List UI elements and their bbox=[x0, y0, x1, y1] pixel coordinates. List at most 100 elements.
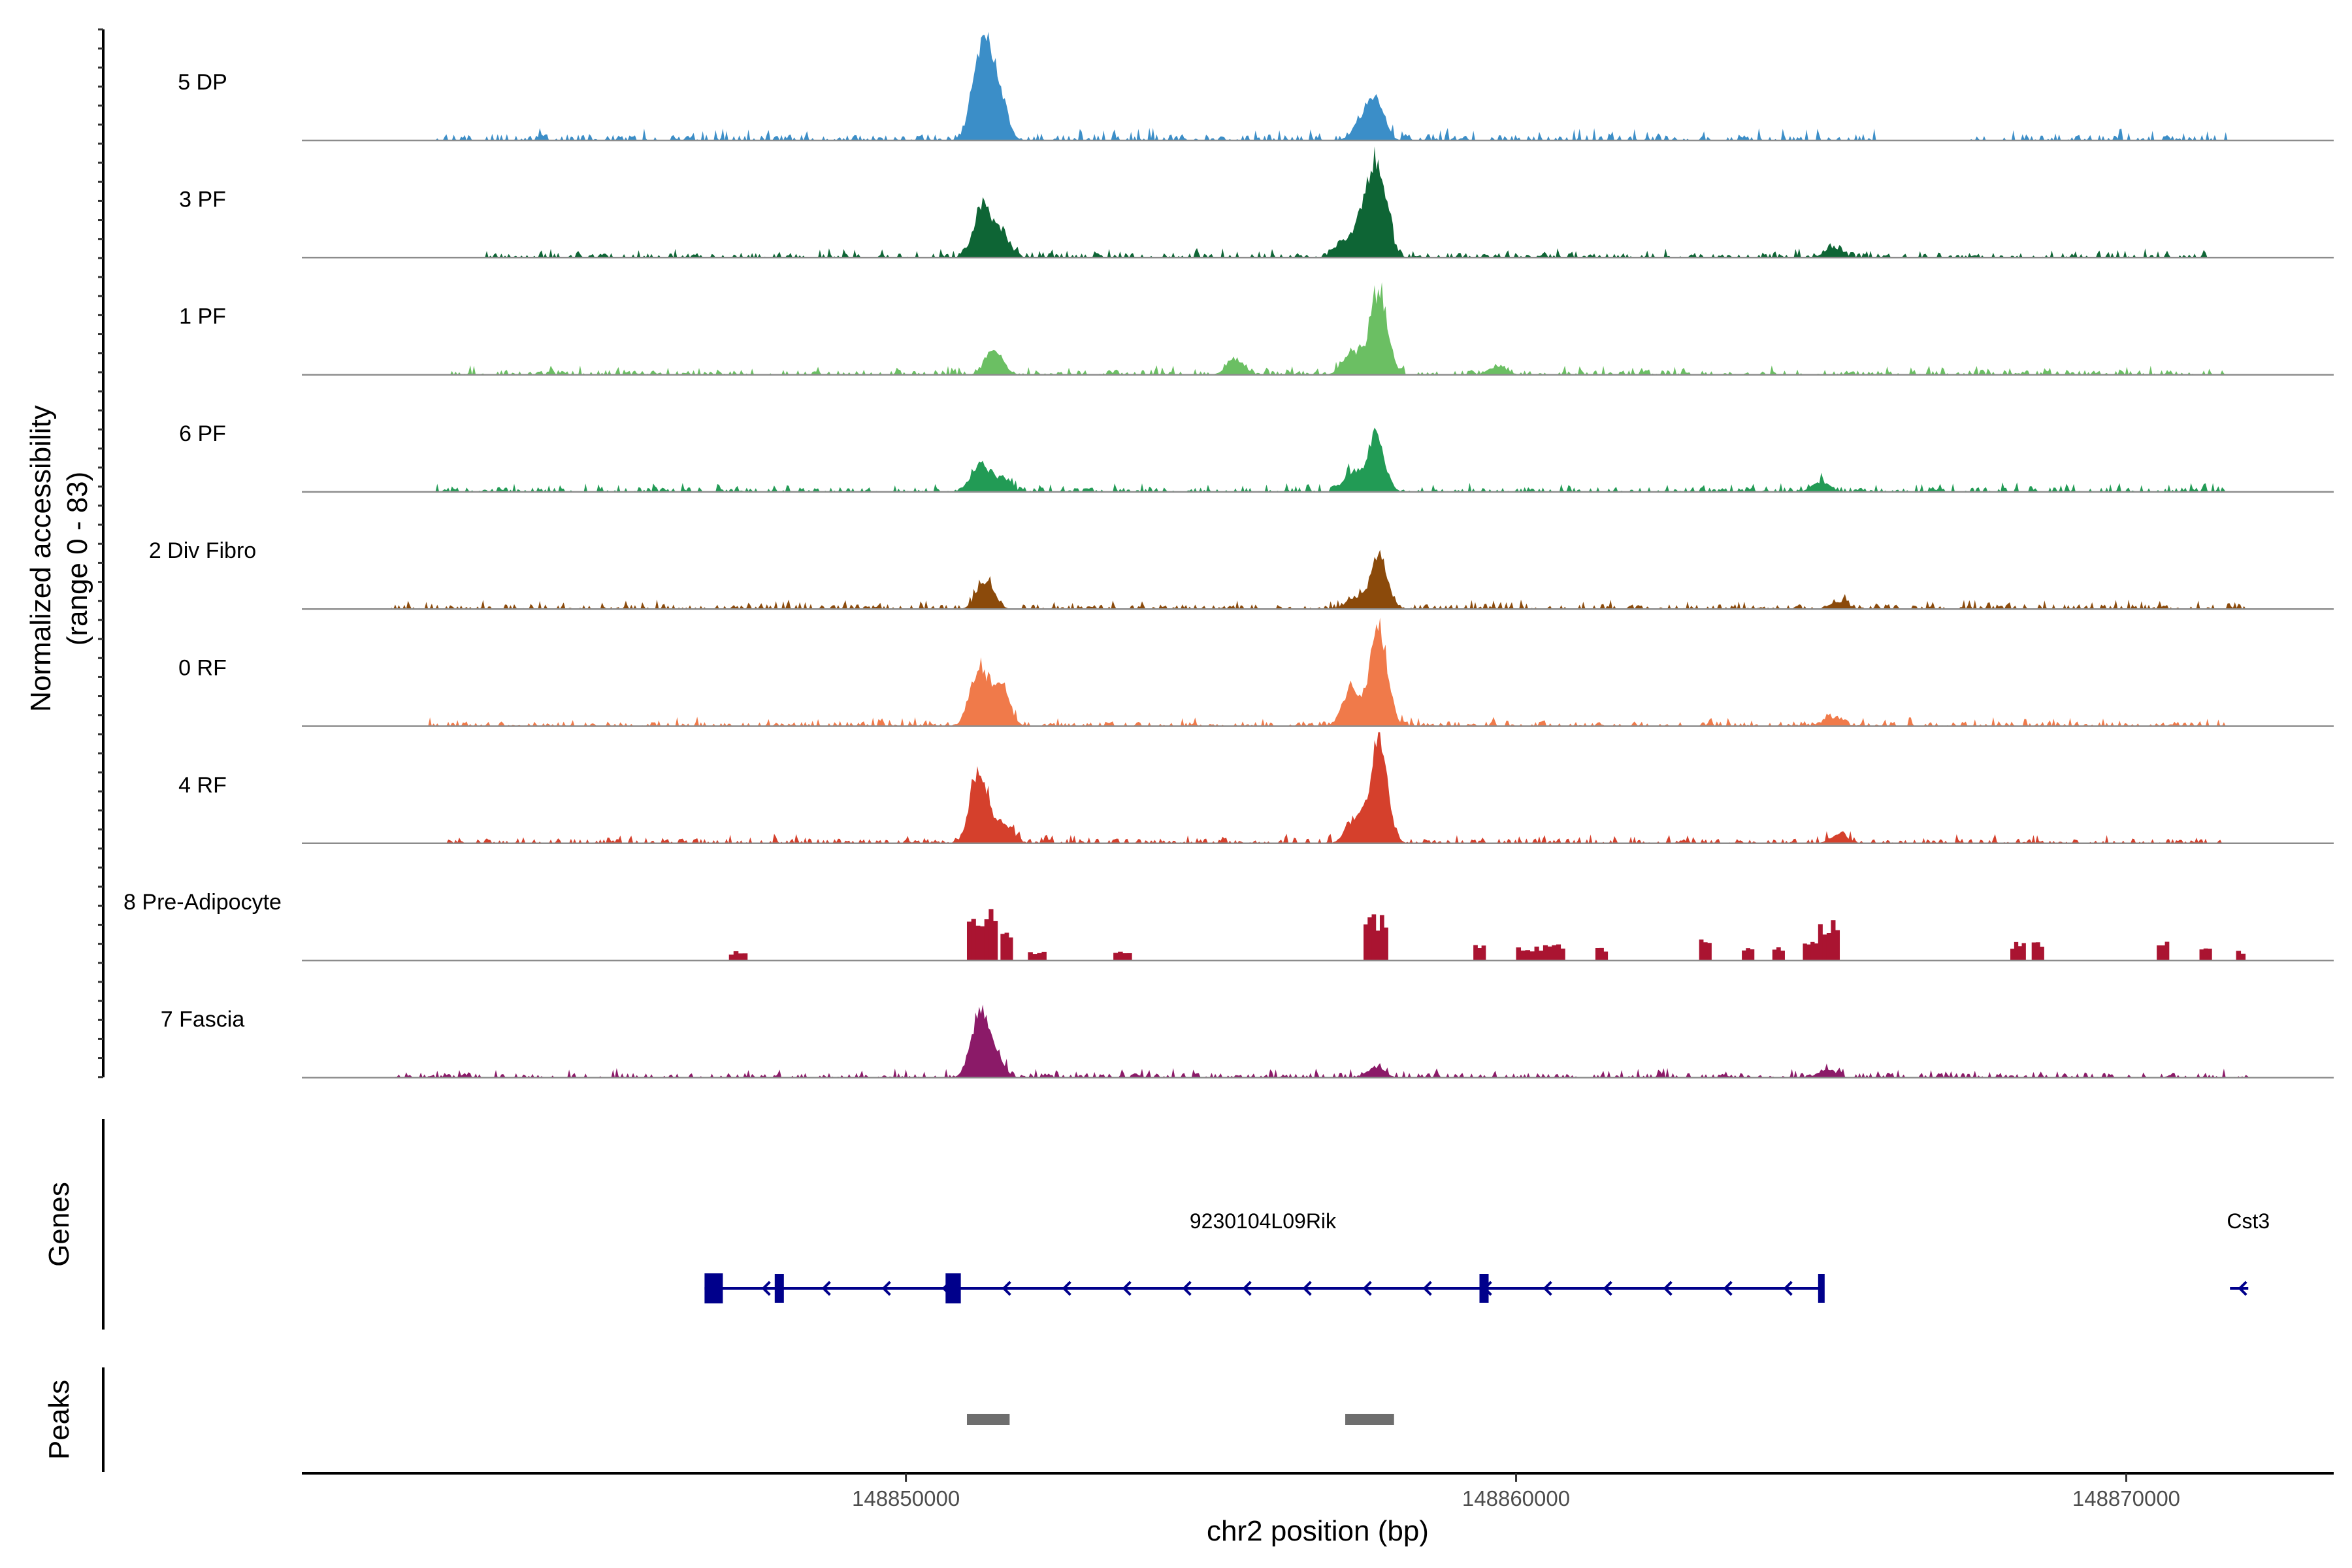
coverage-block bbox=[1539, 951, 1544, 961]
strand-chevron bbox=[1122, 1281, 1132, 1296]
y-axis-title-line-2: (range 0 - 83) bbox=[61, 472, 93, 646]
coverage-block bbox=[2017, 946, 2023, 961]
track-8-pre-adipocyte: 8 Pre-Adipocyte bbox=[123, 890, 2334, 962]
gene-exon bbox=[945, 1273, 961, 1303]
coverage-block bbox=[1364, 924, 1368, 961]
coverage-block bbox=[2203, 948, 2208, 961]
coverage-block bbox=[993, 921, 998, 961]
coverage-block bbox=[1599, 947, 1604, 961]
coverage-area bbox=[302, 732, 2334, 843]
coverage-block bbox=[1004, 932, 1009, 961]
strand-chevron bbox=[1062, 1281, 1071, 1296]
coverage-area bbox=[302, 549, 2334, 610]
coverage-tracks: 5 DP 3 PF 1 PF 6 PF 2 Div Fibro 0 RF 4 RF 8 Pre… bbox=[123, 31, 2334, 1079]
gene-cst3: Cst3 bbox=[2227, 1209, 2270, 1296]
coverage-block bbox=[2035, 942, 2040, 961]
strand-chevron bbox=[1723, 1281, 1733, 1296]
coverage-block bbox=[2164, 941, 2170, 961]
coverage-block bbox=[1707, 943, 1712, 961]
gene-exon bbox=[774, 1274, 784, 1303]
coverage-block bbox=[1595, 947, 1600, 961]
track-5-dp: 5 DP bbox=[178, 31, 2334, 142]
track-label: 5 DP bbox=[178, 70, 227, 95]
coverage-block bbox=[1481, 945, 1486, 961]
coverage-block bbox=[1032, 954, 1037, 961]
coverage-area bbox=[302, 1004, 2334, 1078]
peaks-panel-label: Peaks bbox=[43, 1380, 75, 1460]
coverage-area bbox=[302, 282, 2334, 375]
track-3-pf: 3 PF bbox=[179, 146, 2334, 259]
strand-chevron bbox=[1002, 1281, 1011, 1296]
coverage-block bbox=[1113, 953, 1119, 961]
strand-chevron bbox=[1422, 1281, 1432, 1296]
x-axis-ticks: 148850000 148860000 148870000 bbox=[852, 1473, 2180, 1511]
strand-chevron bbox=[1783, 1281, 1793, 1296]
strand-chevron bbox=[1302, 1281, 1312, 1296]
genes-panel-label: Genes bbox=[43, 1182, 75, 1267]
track-label: 7 Fascia bbox=[161, 1007, 245, 1032]
strand-chevron bbox=[1182, 1281, 1192, 1296]
coverage-block bbox=[2199, 949, 2204, 961]
strand-chevron bbox=[1603, 1281, 1612, 1296]
strand-chevron bbox=[881, 1281, 891, 1296]
coverage-block bbox=[988, 909, 994, 961]
coverage-block bbox=[1750, 949, 1755, 961]
track-label: 3 PF bbox=[179, 187, 226, 212]
coverage-block bbox=[2014, 941, 2019, 961]
coverage-block bbox=[1703, 942, 1708, 961]
coverage-area bbox=[302, 31, 2334, 140]
x-axis: 148850000 148860000 148870000 chr2 positio… bbox=[302, 1472, 2334, 1547]
coverage-block bbox=[966, 921, 972, 961]
coverage-block bbox=[1379, 915, 1384, 961]
coverage-block bbox=[1477, 948, 1482, 961]
gene-9230104l09rik: 9230104L09Rik bbox=[704, 1209, 1825, 1303]
coverage-block bbox=[1008, 937, 1013, 961]
coverage-block bbox=[1806, 944, 1811, 961]
coverage-block bbox=[738, 953, 743, 961]
x-axis-tick-label: 148850000 bbox=[852, 1486, 960, 1511]
coverage-block bbox=[2157, 945, 2161, 961]
coverage-block bbox=[728, 955, 734, 961]
peak-region-bar bbox=[966, 1414, 1010, 1425]
gene-name: 9230104L09Rik bbox=[1190, 1209, 1337, 1233]
coverage-block bbox=[1127, 953, 1132, 961]
coverage-block bbox=[1603, 951, 1609, 961]
coverage-block bbox=[2161, 945, 2166, 961]
coverage-block bbox=[1028, 952, 1033, 961]
coverage-block bbox=[1772, 949, 1777, 961]
coverage-block bbox=[2010, 949, 2015, 961]
coverage-block bbox=[1473, 945, 1478, 961]
coverage-block bbox=[1543, 945, 1548, 961]
coverage-block bbox=[2236, 951, 2242, 961]
coverage-block bbox=[2040, 947, 2044, 961]
coverage-block bbox=[1780, 951, 1785, 961]
coverage-block bbox=[1560, 948, 1565, 961]
gene-exon bbox=[1818, 1274, 1825, 1303]
coverage-block bbox=[984, 919, 989, 961]
coverage-block bbox=[1742, 950, 1746, 961]
coverage-block bbox=[1375, 930, 1380, 961]
peak-region-bar bbox=[1345, 1414, 1394, 1425]
strand-chevron bbox=[2238, 1281, 2247, 1296]
gene-name: Cst3 bbox=[2227, 1209, 2270, 1233]
coverage-block bbox=[1699, 939, 1704, 961]
coverage-block bbox=[980, 926, 985, 961]
coverage-area bbox=[302, 146, 2334, 258]
coverage-block bbox=[1826, 933, 1831, 961]
gene-models: 9230104L09Rik Cst3 bbox=[704, 1209, 2270, 1303]
gene-exon bbox=[1479, 1274, 1489, 1303]
coverage-block bbox=[1000, 934, 1005, 961]
coverage-block bbox=[2207, 949, 2212, 961]
track-label: 0 RF bbox=[178, 656, 227, 681]
coverage-block bbox=[742, 953, 748, 961]
coverage-block bbox=[1525, 950, 1531, 961]
y-axis-title-line-1: Normalized accessibility bbox=[25, 405, 57, 711]
y-axis-title: Normalized accessibility (range 0 - 83) bbox=[25, 405, 93, 711]
coverage-block bbox=[1529, 951, 1535, 961]
strand-chevron bbox=[1242, 1281, 1252, 1296]
coverage-area bbox=[302, 617, 2334, 727]
coverage-block bbox=[1122, 953, 1128, 961]
track-label: 1 PF bbox=[179, 304, 226, 329]
coverage-block bbox=[1552, 945, 1557, 961]
